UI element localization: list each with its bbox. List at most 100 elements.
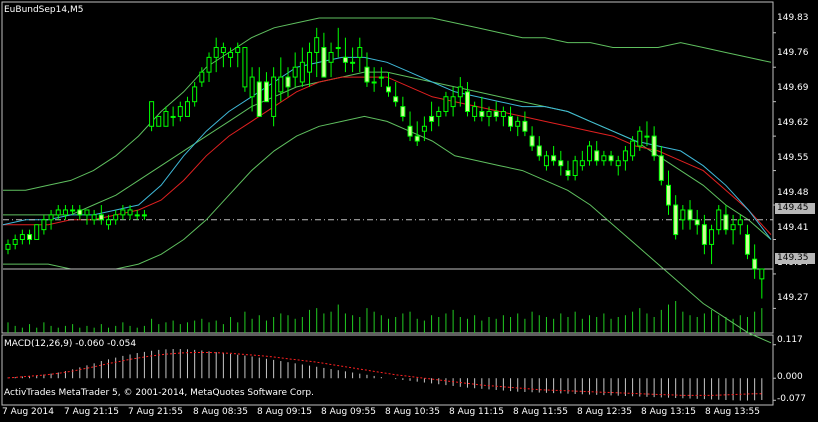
macd-y-tick: 0.117 (777, 335, 803, 345)
candle-body (493, 111, 499, 117)
candle-body (730, 224, 736, 231)
candle-body (536, 145, 542, 157)
candle-body (651, 135, 657, 157)
candle-body (680, 209, 686, 221)
candle-body (608, 155, 614, 162)
candle-body (5, 243, 11, 250)
bollinger-lower-line (3, 115, 772, 344)
candle-body (163, 111, 169, 127)
bollinger-upper-line (3, 17, 772, 191)
candle-body (436, 111, 442, 117)
candle-body (364, 66, 370, 83)
candle-body (500, 111, 506, 117)
candle-body (84, 209, 90, 216)
candle-body (134, 214, 140, 217)
candle-body (127, 209, 133, 216)
candle-body (414, 135, 420, 142)
y-tick: 149.48 (777, 188, 809, 198)
candle-body (644, 135, 650, 138)
candle-body (77, 209, 83, 216)
candle-body (307, 51, 313, 73)
candle-body (752, 258, 758, 270)
candle-body (342, 56, 348, 63)
candle-body (285, 76, 291, 88)
y-tick: 149.55 (777, 153, 809, 163)
candle-body (350, 61, 356, 64)
macd-signal-line (7, 352, 762, 396)
candle-body (199, 71, 205, 83)
candle-body (572, 160, 578, 176)
candle-body (421, 125, 427, 132)
candle-body (235, 47, 241, 53)
candle-body (594, 150, 600, 162)
x-tick: 7 Aug 21:55 (128, 407, 183, 417)
bid-price-tag: 149.45 (775, 203, 815, 214)
candle-body (759, 268, 765, 280)
candle-body (263, 81, 269, 103)
candle-body (543, 155, 549, 167)
candle-body (256, 81, 262, 117)
y-tick: 149.69 (777, 83, 809, 93)
candle-body (206, 56, 212, 73)
candle-body (673, 204, 679, 236)
candle-body (249, 76, 255, 98)
candle-body (630, 140, 636, 157)
candle-body (378, 76, 384, 79)
x-tick: 8 Aug 12:35 (577, 407, 632, 417)
bollinger-middle-line (3, 71, 772, 240)
candle-body (479, 111, 485, 117)
ask-price-tag: 149.35 (775, 253, 815, 264)
candle-body (19, 234, 25, 240)
candle-body (141, 214, 147, 217)
macd-label: MACD(12,26,9) -0.060 -0.054 (4, 339, 137, 349)
candle-body (242, 47, 248, 88)
candle-body (314, 37, 320, 53)
candle-body (529, 135, 535, 147)
candle-body (737, 219, 743, 226)
candle-body (386, 86, 391, 93)
candle-body (429, 115, 435, 122)
candle-body (508, 115, 514, 127)
candle-body (328, 51, 334, 63)
candle-body (192, 86, 198, 103)
candle-body (601, 155, 607, 162)
candle-body (70, 209, 76, 212)
candle-body (55, 209, 61, 216)
candle-body (113, 214, 119, 221)
candle-body (522, 120, 528, 132)
candle-body (709, 229, 715, 245)
candle-body (723, 214, 729, 231)
ma-fast-line (2, 56, 772, 240)
candle-body (565, 170, 571, 176)
candle-body (98, 214, 104, 221)
candle-body (271, 76, 277, 117)
x-tick: 8 Aug 13:15 (641, 407, 696, 417)
candle-body (587, 145, 593, 162)
candle-body (687, 209, 693, 221)
candle-body (91, 214, 97, 221)
candle-body (579, 160, 585, 167)
candle-body (486, 111, 492, 117)
candle-body (220, 47, 226, 53)
candle-body (622, 150, 628, 162)
candle-body (464, 91, 470, 113)
candle-body (357, 47, 363, 58)
candle-body (27, 234, 33, 240)
candle-body (106, 219, 112, 226)
x-tick: 8 Aug 08:35 (193, 407, 248, 417)
candle-body (213, 47, 219, 58)
candle-body (558, 160, 564, 167)
x-tick: 7 Aug 21:15 (64, 407, 119, 417)
x-tick: 8 Aug 10:35 (385, 407, 440, 417)
candle-body (299, 61, 305, 83)
macd-pane-border (1, 334, 774, 406)
y-tick: 149.41 (777, 223, 809, 233)
candle-body (41, 219, 47, 231)
candle-body (400, 106, 406, 117)
candle-body (393, 96, 399, 103)
candle-body (472, 106, 478, 117)
candle-body (149, 101, 155, 127)
candle-body (170, 115, 176, 118)
